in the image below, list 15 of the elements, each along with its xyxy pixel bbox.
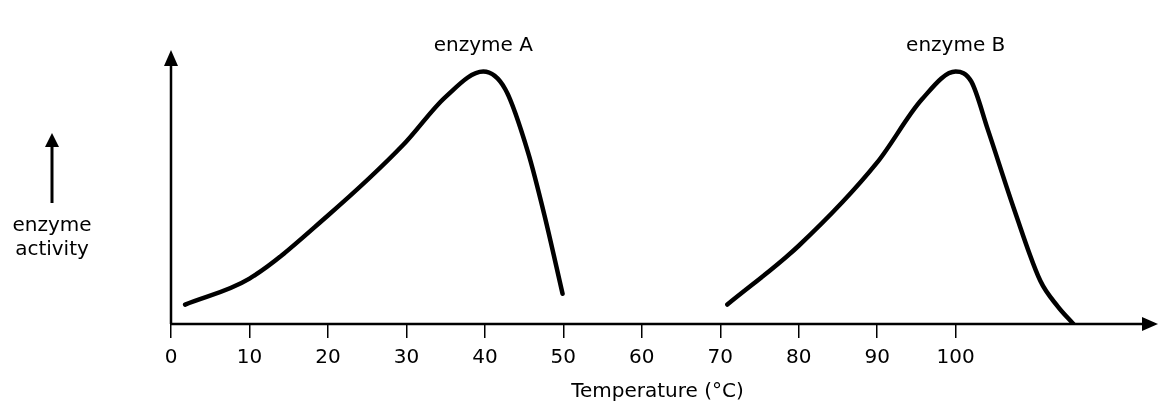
x-tick-label: 100 [936,344,975,369]
x-tick-label: 10 [236,344,263,369]
x-tick-label: 30 [393,344,420,369]
x-tick-label: 0 [164,344,178,369]
x-axis-title: Temperature (°C) [570,378,744,403]
x-tick-label: 80 [786,344,812,369]
x-tick-label: 50 [550,344,577,369]
x-tick-label: 20 [315,344,341,369]
series-label: enzyme B [906,32,1006,57]
x-tick-label: 60 [629,344,655,369]
y-axis-title: enzyme activity [11,212,93,260]
x-tick-label: 70 [707,344,733,369]
x-tick-label: 90 [864,344,890,369]
x-tick-label: 40 [472,344,498,369]
series-label: enzyme A [433,32,534,57]
